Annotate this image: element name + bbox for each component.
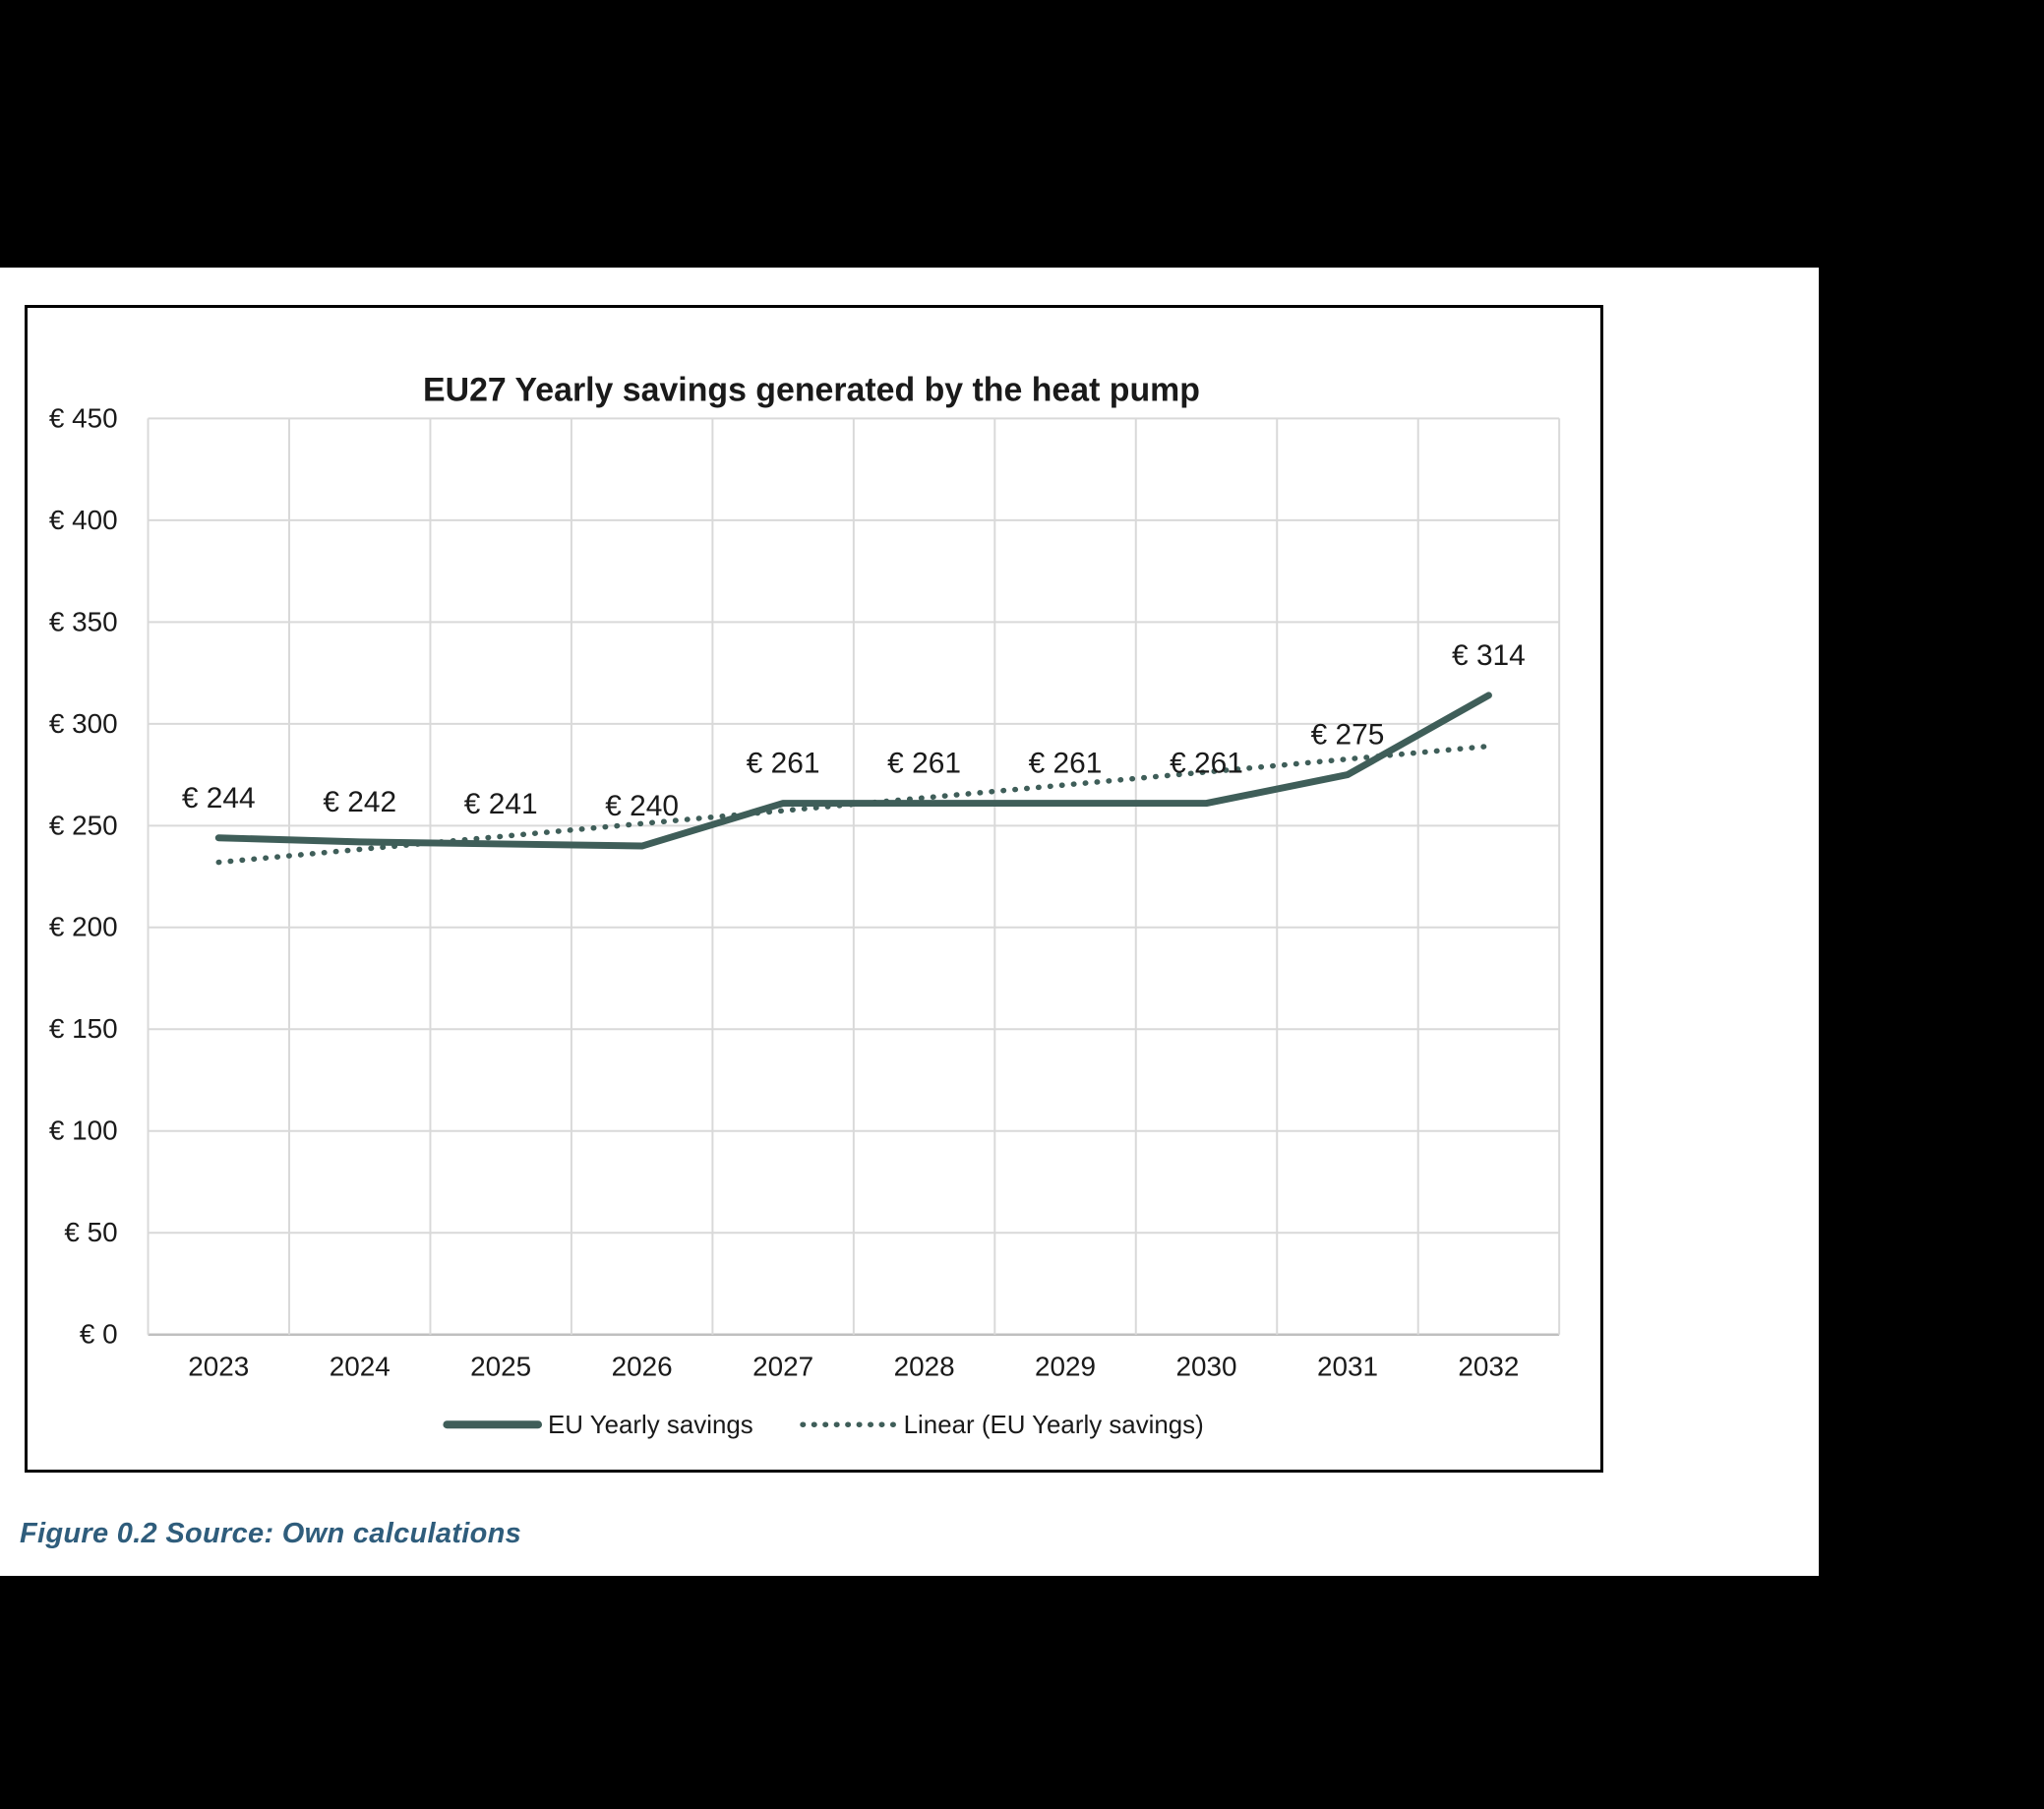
data-label: € 242 xyxy=(323,786,396,818)
chart-plot-area: € 0 € 50 € 100 € 150 € 200 € 250 € 300 € 350 € 4… xyxy=(49,402,1561,1439)
x-axis-tick-label: 2031 xyxy=(1317,1352,1378,1382)
data-label: € 261 xyxy=(1170,748,1243,780)
x-axis-tick-label: 2028 xyxy=(894,1352,955,1382)
chart-frame: EU27 Yearly savings generated by the hea… xyxy=(25,305,1603,1473)
x-axis-tick-label: 2029 xyxy=(1035,1352,1096,1382)
figure-caption: Figure 0.2 Source: Own calculations xyxy=(20,1518,522,1549)
y-axis-tick-label: € 350 xyxy=(49,606,118,636)
legend-label-linear-trend: Linear (EU Yearly savings) xyxy=(904,1412,1204,1439)
eu-yearly-savings-line xyxy=(214,692,1492,850)
y-axis-tick-label: € 150 xyxy=(49,1013,118,1044)
x-axis-tick-label: 2024 xyxy=(330,1352,391,1382)
y-axis-tick-label: € 250 xyxy=(49,810,118,840)
y-axis-tick-label: € 100 xyxy=(49,1116,118,1146)
x-axis-tick-label: 2025 xyxy=(470,1352,531,1382)
data-label: € 261 xyxy=(1029,748,1103,780)
data-label: € 244 xyxy=(182,782,256,814)
x-axis-tick-label: 2030 xyxy=(1175,1352,1236,1382)
data-label: € 314 xyxy=(1452,639,1526,672)
data-label: € 261 xyxy=(887,748,961,780)
y-axis-tick-label: € 450 xyxy=(49,402,118,433)
y-axis-tick-label: € 300 xyxy=(49,708,118,739)
chart-title: EU27 Yearly savings generated by the hea… xyxy=(423,372,1200,409)
y-axis-tick-label: € 400 xyxy=(49,505,118,535)
y-axis-tick-label: € 50 xyxy=(64,1217,117,1247)
data-label: € 275 xyxy=(1311,719,1385,752)
data-label: € 240 xyxy=(605,790,679,822)
data-label: € 261 xyxy=(747,748,820,780)
data-label: € 241 xyxy=(464,788,538,820)
x-axis-tick-label: 2027 xyxy=(752,1352,813,1382)
x-axis-tick-label: 2023 xyxy=(188,1352,249,1382)
y-axis-tick-label: € 200 xyxy=(49,912,118,942)
savings-line-chart: EU27 Yearly savings generated by the hea… xyxy=(49,372,1561,1439)
document-page: EU27 Yearly savings generated by the hea… xyxy=(0,268,1819,1576)
x-axis-tick-label: 2032 xyxy=(1458,1352,1519,1382)
y-axis-tick-label: € 0 xyxy=(80,1319,118,1350)
x-axis-tick-label: 2026 xyxy=(612,1352,673,1382)
legend-label-eu-yearly-savings: EU Yearly savings xyxy=(548,1412,753,1439)
